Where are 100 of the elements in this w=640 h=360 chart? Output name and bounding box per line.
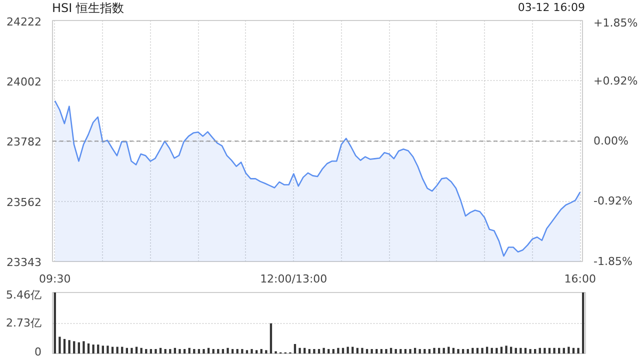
bar: [582, 292, 584, 354]
bar: [246, 350, 248, 354]
bar: [294, 344, 296, 354]
bar: [332, 349, 334, 354]
y2-tick-label: -1.85%: [594, 255, 632, 268]
bar: [150, 349, 152, 354]
bar: [577, 348, 580, 354]
bar: [414, 348, 416, 354]
bar: [472, 348, 474, 354]
bar: [231, 349, 234, 354]
bar: [462, 349, 464, 354]
bar: [159, 348, 162, 354]
bar: [490, 348, 493, 354]
bar: [558, 348, 560, 354]
bar: [481, 348, 484, 354]
bar: [452, 348, 455, 354]
bar: [553, 348, 556, 354]
bar: [270, 323, 272, 354]
bar: [260, 349, 262, 354]
bar: [116, 346, 118, 354]
bar: [111, 346, 114, 354]
bar: [178, 349, 181, 354]
bar: [457, 349, 460, 354]
bar: [78, 342, 80, 354]
bar: [140, 348, 142, 354]
bar: [121, 346, 124, 354]
bar: [226, 348, 229, 354]
bar: [241, 349, 244, 354]
bar: [505, 346, 508, 354]
bar: [544, 348, 546, 354]
y-tick-label: 24002: [6, 75, 42, 88]
bar: [342, 348, 344, 354]
bar: [308, 349, 310, 354]
bar: [135, 346, 138, 354]
bar: [202, 349, 205, 354]
bar: [97, 344, 100, 354]
bar: [255, 350, 258, 354]
y-tick-label: 2.73亿: [6, 316, 42, 330]
bar: [126, 348, 128, 354]
bar: [548, 348, 551, 354]
bar: [313, 349, 316, 354]
chart-title: HSI 恒生指数: [52, 0, 124, 17]
bar: [442, 348, 445, 354]
y-tick-label: 5.46亿: [6, 288, 42, 302]
x-tick-label: 16:00: [564, 272, 596, 286]
bar: [236, 349, 238, 354]
bar: [496, 348, 498, 354]
bar: [298, 348, 301, 354]
bar: [102, 346, 104, 354]
x-tick-label: 09:30: [39, 272, 71, 286]
bar: [433, 348, 436, 354]
bar: [328, 349, 330, 354]
y2-tick-label: +1.85%: [594, 16, 638, 30]
bar: [428, 349, 431, 354]
bar: [424, 349, 426, 354]
bar: [562, 348, 565, 354]
bar: [337, 348, 340, 354]
bar: [390, 348, 392, 354]
y-tick-label: 23343: [6, 256, 42, 269]
bar: [538, 348, 541, 354]
bar: [68, 340, 70, 354]
bar: [476, 348, 479, 354]
y-tick-label: 0: [34, 346, 42, 358]
bar: [514, 348, 517, 354]
bar: [265, 350, 268, 354]
y2-tick-label: +0.92%: [594, 74, 638, 88]
text: 03-12 16:09: [518, 0, 585, 16]
bar: [448, 346, 450, 354]
bar: [529, 349, 532, 354]
y2-tick-label: 0.00%: [594, 134, 628, 148]
bar: [510, 346, 512, 354]
y-tick-label: 23782: [6, 136, 42, 149]
bar: [356, 348, 358, 354]
y-tick-label: 23562: [6, 196, 42, 209]
bar: [400, 349, 402, 354]
y2-tick-label: -0.92%: [594, 194, 632, 208]
bar: [366, 349, 368, 354]
bar: [130, 348, 133, 354]
bar: [318, 349, 320, 354]
bar: [380, 349, 383, 354]
bar: [394, 349, 397, 354]
bar: [169, 349, 172, 354]
bar: [212, 349, 214, 354]
y-tick-label: 24222: [6, 16, 42, 28]
bar: [164, 349, 166, 354]
bar: [520, 348, 522, 354]
bar: [54, 292, 56, 354]
bar: [409, 349, 412, 354]
bar: [404, 349, 407, 354]
bar: [87, 343, 90, 354]
bar: [568, 346, 570, 354]
bar: [466, 349, 469, 354]
bar: [370, 349, 373, 354]
bar: [198, 349, 200, 354]
bar: [92, 344, 94, 354]
bar: [174, 348, 176, 354]
bar: [534, 349, 536, 354]
bar: [183, 349, 186, 354]
bar: [304, 348, 306, 354]
bar: [73, 341, 76, 354]
